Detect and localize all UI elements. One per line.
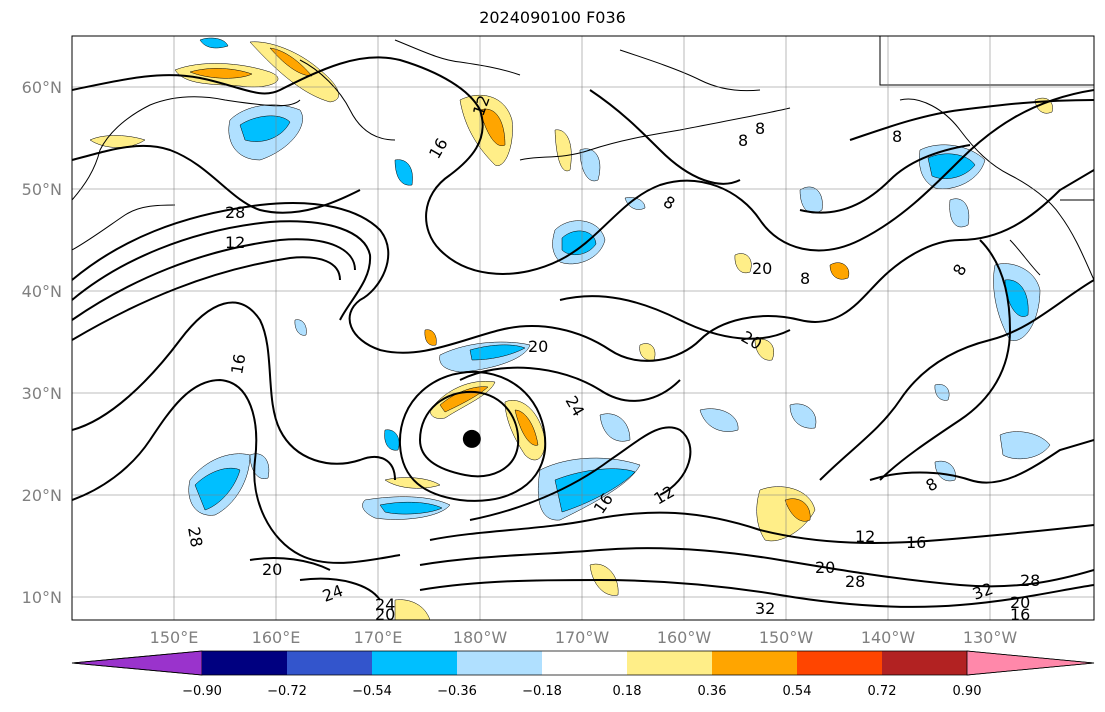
colorbar-tick-label: 0.36 <box>698 684 727 699</box>
lon-axis: 150°E 160°E 170°E 180°W 170°W 160°W 150°… <box>150 628 1018 647</box>
contour-label: 20 <box>375 605 395 624</box>
contour-label: 16 <box>227 352 249 375</box>
colorbar-tick-label: −0.54 <box>352 684 392 699</box>
map-area <box>72 36 1094 620</box>
lat-tick-label: 30°N <box>22 384 62 403</box>
colorbar-segment <box>372 651 457 675</box>
lat-axis: 60°N 50°N 40°N 30°N 20°N 10°N <box>22 78 62 607</box>
colorbar-extend-max <box>966 650 1095 676</box>
lat-tick-label: 60°N <box>22 78 62 97</box>
map-frame <box>71 35 1095 621</box>
contour-label: 20 <box>1010 593 1030 612</box>
colorbar-tick-label: −0.72 <box>267 684 307 699</box>
colorbar-segment <box>882 651 967 675</box>
colorbar-segment <box>457 651 542 675</box>
lon-tick-label: 130°W <box>963 628 1018 647</box>
contour-label: 8 <box>755 119 765 138</box>
contour-label: 12 <box>225 233 245 252</box>
contour-label: 8 <box>800 269 810 288</box>
colorbar-tick-label: 0.90 <box>953 684 982 699</box>
colorbar-segment <box>712 651 797 675</box>
contour-label: 28 <box>225 203 245 222</box>
contour-label: 8 <box>738 131 748 150</box>
contour-label: 20 <box>752 259 772 278</box>
lat-tick-label: 50°N <box>22 180 62 199</box>
storm-center-marker <box>462 429 481 448</box>
colorbar-extend-min <box>71 650 203 676</box>
contour-label: 8 <box>892 127 902 146</box>
lon-tick-label: 140°W <box>861 628 916 647</box>
contour-label: 28 <box>845 572 865 591</box>
colorbar-tick-label: −0.36 <box>437 684 477 699</box>
contour-label: 20 <box>528 337 548 356</box>
colorbar: −0.90 −0.72 −0.54 −0.36 −0.18 0.18 0.36 … <box>71 650 1095 699</box>
colorbar-tick-label: −0.18 <box>522 684 562 699</box>
graticule <box>72 36 1094 620</box>
lon-tick-label: 170°E <box>354 628 403 647</box>
colorbar-tick-label: 0.54 <box>783 684 812 699</box>
contour-label: 12 <box>855 527 875 546</box>
lon-tick-label: 160°W <box>657 628 712 647</box>
colorbar-segment <box>797 651 882 675</box>
lon-tick-label: 160°E <box>252 628 301 647</box>
colorbar-segment <box>542 651 627 675</box>
lon-tick-label: 150°E <box>150 628 199 647</box>
contour-label: 24 <box>375 595 395 614</box>
colorbar-segment <box>287 651 372 675</box>
map-title: 2024090100 F036 <box>479 8 626 27</box>
lat-tick-label: 40°N <box>22 282 62 301</box>
contour-label: 32 <box>755 599 775 618</box>
colorbar-tick-label: 0.18 <box>613 684 642 699</box>
colorbar-tick-label: −0.90 <box>182 684 222 699</box>
lat-tick-label: 20°N <box>22 486 62 505</box>
lon-tick-label: 180°W <box>453 628 508 647</box>
contour-label: 16 <box>1010 605 1030 624</box>
colorbar-segment <box>627 651 712 675</box>
lon-tick-label: 150°W <box>759 628 814 647</box>
lat-tick-label: 10°N <box>22 588 62 607</box>
contour-label: 20 <box>262 560 282 579</box>
colorbar-tick-label: 0.72 <box>868 684 897 699</box>
contour-label: 20 <box>815 558 835 577</box>
coastlines <box>72 36 1094 281</box>
lon-tick-label: 170°W <box>555 628 610 647</box>
contour-label: 28 <box>184 525 206 548</box>
colorbar-segment <box>202 651 287 675</box>
contours <box>72 56 1094 608</box>
contour-label: 28 <box>1020 571 1040 590</box>
contour-label: 16 <box>906 533 926 552</box>
